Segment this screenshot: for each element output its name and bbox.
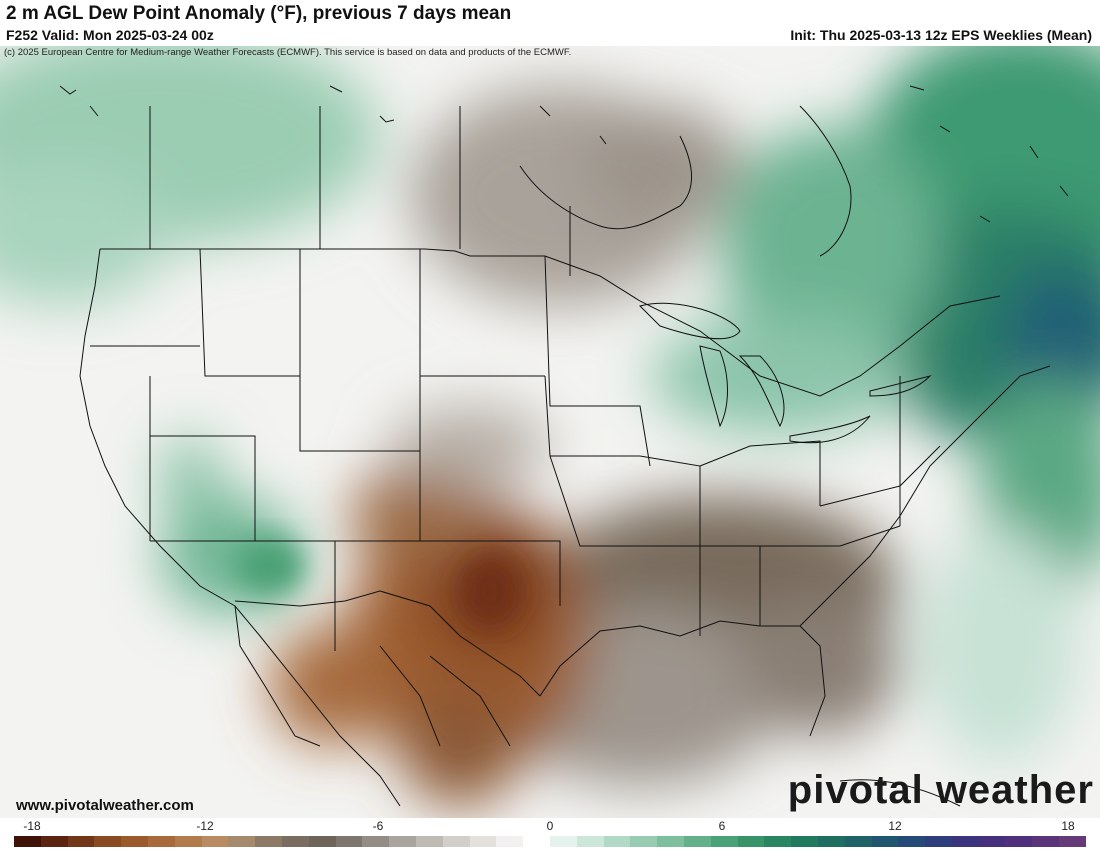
map-boundaries xyxy=(79,105,1051,807)
color-bar-swatch xyxy=(737,836,765,847)
website-link[interactable]: www.pivotalweather.com xyxy=(16,797,194,814)
color-bar-swatch xyxy=(1032,836,1060,847)
color-bar-swatch xyxy=(576,836,604,847)
color-bar-swatch xyxy=(94,836,122,847)
color-bar-swatch xyxy=(442,836,470,847)
map-area xyxy=(0,46,1100,818)
color-bar-swatch xyxy=(1059,836,1086,847)
map-header: 2 m AGL Dew Point Anomaly (°F), previous… xyxy=(0,0,1100,46)
color-bar-swatch xyxy=(630,836,658,847)
dew-point-anomaly-map xyxy=(0,46,1100,818)
valid-time-label: F252 Valid: Mon 2025-03-24 00z xyxy=(6,27,214,43)
color-bar-swatch xyxy=(898,836,926,847)
legend-tick: 18 xyxy=(1061,819,1075,833)
color-bar-swatch xyxy=(871,836,899,847)
color-bar-swatch xyxy=(549,836,577,847)
legend-tick: -18 xyxy=(23,819,41,833)
color-bar-swatch xyxy=(362,836,390,847)
brand-logo: pivotal weather xyxy=(787,768,1094,812)
color-bar-swatch xyxy=(817,836,845,847)
legend-tick: 6 xyxy=(718,819,726,833)
color-bar-swatch xyxy=(978,836,1006,847)
color-bar-swatch xyxy=(523,836,550,847)
color-bar-swatch xyxy=(40,836,68,847)
color-bar-swatch xyxy=(469,836,497,847)
color-bar-swatch xyxy=(335,836,363,847)
color-bar-swatch xyxy=(951,836,979,847)
color-bar-swatch xyxy=(201,836,229,847)
color-bar-swatch xyxy=(764,836,792,847)
color-bar-swatch xyxy=(683,836,711,847)
color-bar-swatch xyxy=(389,836,416,847)
map-title: 2 m AGL Dew Point Anomaly (°F), previous… xyxy=(6,3,512,24)
legend-tick: -6 xyxy=(372,819,384,833)
legend-tick: 0 xyxy=(546,819,554,833)
color-bar-swatch xyxy=(603,836,631,847)
color-bar-swatch xyxy=(1005,836,1033,847)
color-bar-swatch xyxy=(710,836,738,847)
legend-tick: -12 xyxy=(196,819,214,833)
color-bar-swatch xyxy=(844,836,872,847)
legend-tick: 12 xyxy=(888,819,902,833)
color-bar-swatch xyxy=(496,836,524,847)
color-bar-swatch xyxy=(14,836,41,847)
color-bar-swatch xyxy=(791,836,818,847)
color-bar-swatch xyxy=(121,836,148,847)
color-bar-swatch xyxy=(308,836,336,847)
color-bar-swatch xyxy=(228,836,256,847)
copyright-credit: (c) 2025 European Centre for Medium-rang… xyxy=(4,47,572,58)
color-bar-swatch xyxy=(415,836,443,847)
color-bar-swatch xyxy=(67,836,95,847)
color-bar-swatch xyxy=(281,836,309,847)
color-bar-swatch xyxy=(255,836,282,847)
color-bar-swatch xyxy=(147,836,175,847)
init-time-label: Init: Thu 2025-03-13 12z EPS Weeklies (M… xyxy=(790,27,1092,43)
color-bar-swatch xyxy=(174,836,202,847)
color-bar-swatch xyxy=(925,836,952,847)
color-bar xyxy=(14,836,1086,847)
color-bar-swatch xyxy=(657,836,684,847)
